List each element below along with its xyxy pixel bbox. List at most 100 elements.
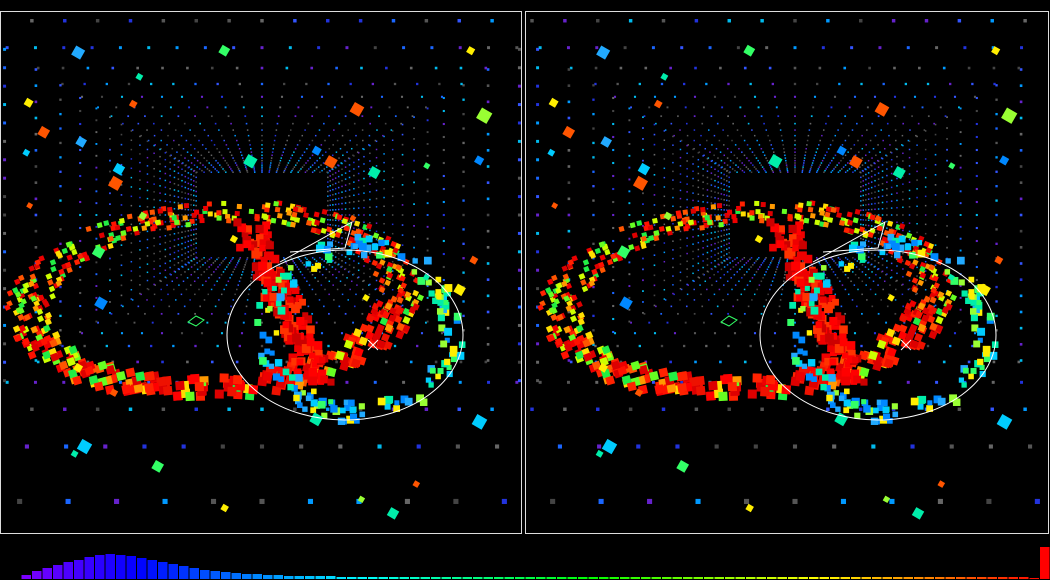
data-cell <box>260 256 268 264</box>
data-cell <box>255 224 264 234</box>
grid-dot <box>193 224 195 226</box>
grid-dot <box>726 224 728 226</box>
data-cell <box>354 418 360 424</box>
grid-dot <box>3 268 7 272</box>
grid-dot <box>426 119 429 122</box>
grid-dot <box>146 165 149 167</box>
grid-dot <box>865 178 867 181</box>
grid-dot <box>185 139 188 142</box>
grid-dot <box>109 301 111 303</box>
grid-dot <box>942 66 946 70</box>
grid-dot <box>714 202 716 205</box>
data-cell <box>384 249 393 258</box>
grid-dot <box>722 129 724 131</box>
grid-dot <box>368 284 370 286</box>
grid-dot <box>401 234 404 236</box>
grid-dot <box>881 170 884 172</box>
grid-dot <box>865 254 867 257</box>
grid-dot <box>768 360 772 364</box>
grid-dot <box>628 225 631 228</box>
grid-dot <box>861 293 863 296</box>
grid-dot <box>765 171 767 173</box>
data-cell <box>291 304 300 314</box>
data-cell <box>833 338 841 347</box>
grid-dot <box>223 169 226 172</box>
data-cell <box>917 323 927 333</box>
grid-dot <box>1028 444 1033 449</box>
grid-dot <box>594 344 597 348</box>
grid-dot <box>319 171 321 173</box>
grid-dot <box>832 288 834 291</box>
grid-dot <box>222 168 224 170</box>
data-cell <box>138 211 148 221</box>
grid-dot <box>131 129 134 131</box>
grid-dot <box>672 249 674 251</box>
grid-dot <box>1020 380 1024 384</box>
grid-dot <box>261 134 263 137</box>
data-cell <box>801 270 811 280</box>
grid-dot <box>210 312 213 315</box>
grid-dot <box>284 260 287 262</box>
data-cell <box>547 334 556 343</box>
grid-dot <box>877 238 880 240</box>
grid-dot <box>959 178 962 181</box>
grid-dot <box>944 115 947 118</box>
grid-dot <box>874 248 876 251</box>
grid-dot <box>319 271 321 273</box>
grid-dot <box>363 192 365 194</box>
grid-dot <box>935 46 939 50</box>
data-cell <box>216 210 222 216</box>
data-cell <box>648 371 660 382</box>
data-cell <box>626 381 637 392</box>
grid-dot <box>697 165 700 168</box>
grid-dot <box>686 152 688 155</box>
grid-dot <box>860 176 862 179</box>
grid-dot <box>894 115 897 118</box>
grid-dot <box>324 139 326 142</box>
grid-dot <box>189 129 191 131</box>
grid-dot <box>723 183 725 186</box>
grid-dot <box>642 224 644 227</box>
data-cell <box>616 255 624 262</box>
grid-dot <box>870 241 873 244</box>
grid-dot <box>181 254 183 256</box>
grid-dot <box>238 169 241 172</box>
grid-dot <box>320 95 324 98</box>
grid-dot <box>628 131 631 134</box>
grid-dot <box>855 266 858 268</box>
data-cell <box>435 276 442 283</box>
grid-dot <box>296 144 299 146</box>
grid-dot <box>34 197 38 201</box>
data-cell <box>853 375 862 384</box>
grid-dot <box>261 154 263 157</box>
data-cell <box>301 319 308 327</box>
grid-dot <box>692 257 694 260</box>
data-cell <box>296 349 304 357</box>
grid-dot <box>183 122 186 125</box>
grid-dot <box>139 135 141 138</box>
grid-dot <box>109 257 111 260</box>
data-cell <box>384 279 392 287</box>
grid-dot <box>672 161 674 164</box>
grid-dot <box>261 122 263 125</box>
grid-dot <box>328 147 331 150</box>
grid-dot <box>684 106 687 109</box>
grid-dot <box>536 287 540 291</box>
grid-dot <box>301 293 304 296</box>
grid-dot <box>739 268 741 271</box>
data-cell <box>262 289 268 295</box>
grid-dot <box>344 268 347 270</box>
grid-dot <box>642 203 644 206</box>
grid-dot <box>854 273 857 276</box>
grid-dot <box>242 268 245 271</box>
grid-dot <box>486 181 490 184</box>
grid-dot <box>298 159 300 162</box>
grid-dot <box>193 253 195 255</box>
grid-dot <box>633 95 637 98</box>
grid-dot <box>159 163 161 165</box>
grid-dot <box>184 175 187 178</box>
grid-dot <box>772 171 775 173</box>
grid-dot <box>215 159 217 162</box>
grid-dot <box>1019 310 1023 314</box>
grid-dot <box>826 277 828 279</box>
